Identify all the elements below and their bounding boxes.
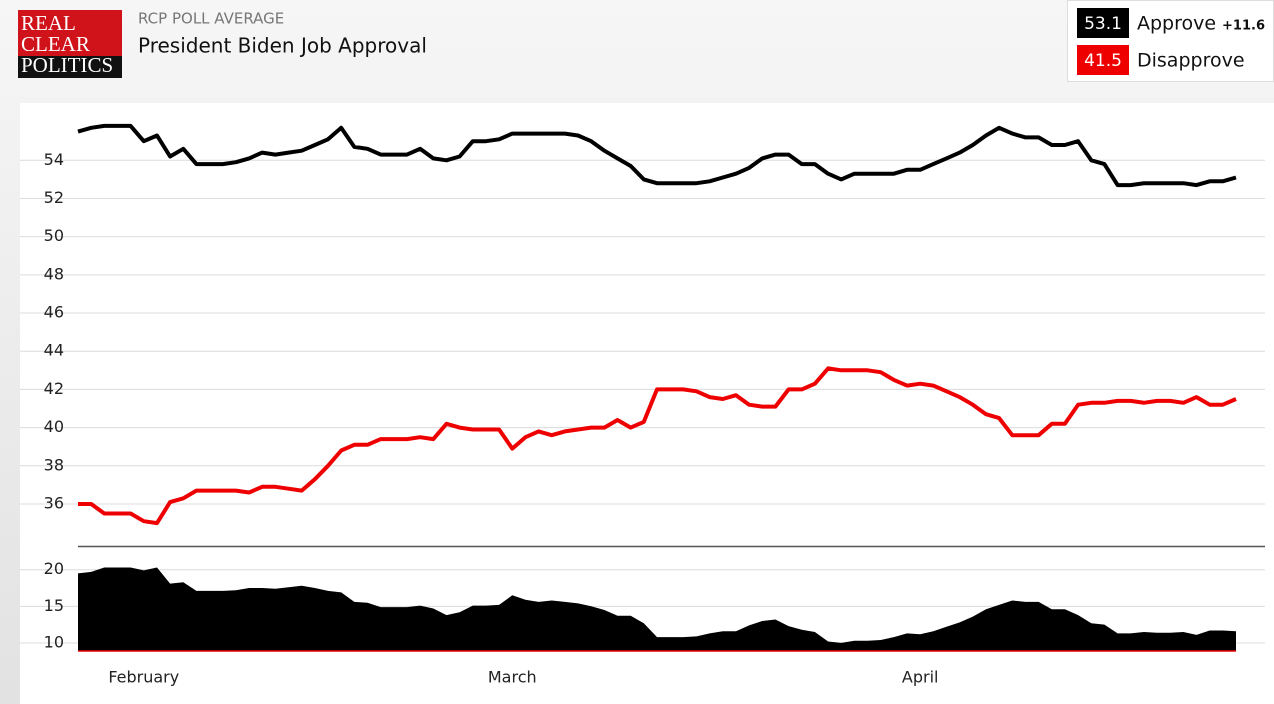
logo-text: POLITICS: [21, 53, 113, 77]
legend-value: 53.1: [1084, 14, 1122, 34]
x-tick-label: February: [108, 668, 179, 687]
legend-label: Approve: [1137, 13, 1216, 35]
y-tick-label: 15: [44, 596, 64, 615]
y-tick-label: 20: [44, 559, 64, 578]
y-tick-label: 44: [44, 341, 64, 360]
y-tick-label: 46: [44, 303, 64, 322]
legend-spread: +11.6: [1222, 19, 1265, 34]
chart-title: President Biden Job Approval: [138, 34, 427, 58]
legend-swatch: [1077, 45, 1129, 75]
y-tick-label: 48: [44, 264, 64, 283]
spread-area: [78, 567, 1236, 651]
legend-label: Disapprove: [1137, 50, 1245, 72]
y-tick-label: 54: [44, 150, 64, 169]
legend-swatch: [1077, 8, 1129, 38]
logo-text: CLEAR: [21, 32, 90, 56]
logo-black: [18, 56, 122, 78]
y-tick-label: 50: [44, 226, 64, 245]
x-tick-label: March: [488, 668, 537, 687]
series-line: [78, 366, 1237, 526]
y-tick-label: 42: [44, 379, 64, 398]
y-tick-label: 40: [44, 417, 64, 436]
series-line: [77, 123, 1237, 188]
x-tick-label: April: [902, 668, 939, 687]
y-tick-label: 38: [44, 455, 64, 474]
logo-text: REAL: [21, 11, 76, 35]
source-label: RCP POLL AVERAGE: [138, 10, 284, 28]
logo-red: [18, 10, 122, 60]
y-tick-label: 10: [44, 632, 64, 651]
legend-value: 41.5: [1084, 51, 1122, 71]
y-tick-label: 36: [44, 493, 64, 512]
y-tick-label: 52: [44, 188, 64, 207]
